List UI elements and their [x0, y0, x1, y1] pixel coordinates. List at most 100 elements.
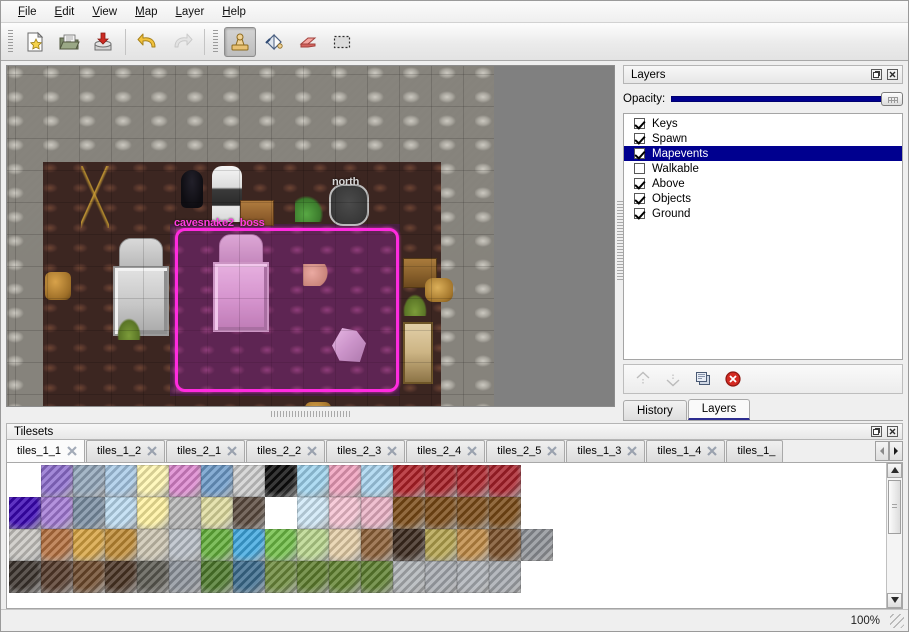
- menu-map[interactable]: Map: [135, 5, 158, 18]
- layer-row-keys[interactable]: Keys: [624, 116, 902, 131]
- palette-tile[interactable]: [521, 528, 553, 561]
- tab-close-icon[interactable]: [306, 446, 317, 457]
- palette-tile[interactable]: [137, 560, 169, 593]
- palette-tile[interactable]: [9, 560, 41, 593]
- layer-visibility-checkbox[interactable]: [634, 193, 645, 204]
- palette-tile[interactable]: [521, 560, 553, 593]
- palette-tile[interactable]: [9, 528, 41, 561]
- palette-tile[interactable]: [105, 496, 137, 529]
- layer-visibility-checkbox[interactable]: [634, 118, 645, 129]
- map-canvas[interactable]: north cavesnake2_boss: [7, 66, 494, 406]
- tile-palette-grid[interactable]: [7, 463, 886, 608]
- layer-visibility-checkbox[interactable]: [634, 178, 645, 189]
- palette-tile[interactable]: [73, 528, 105, 561]
- palette-tile[interactable]: [425, 528, 457, 561]
- horizontal-splitter[interactable]: [6, 408, 615, 420]
- palette-tile[interactable]: [329, 528, 361, 561]
- palette-tile[interactable]: [265, 560, 297, 593]
- palette-tile[interactable]: [169, 560, 201, 593]
- palette-tile[interactable]: [425, 592, 457, 608]
- palette-tile[interactable]: [9, 496, 41, 529]
- palette-tile[interactable]: [521, 496, 553, 529]
- tabs-scroll-right-button[interactable]: [889, 440, 903, 461]
- tab-close-icon[interactable]: [546, 446, 557, 457]
- layer-visibility-checkbox[interactable]: [634, 163, 645, 174]
- scroll-down-button[interactable]: [887, 592, 902, 608]
- tileset-tab-tiles_1_4[interactable]: tiles_1_4: [646, 440, 726, 462]
- palette-tile[interactable]: [329, 464, 361, 497]
- new-map-button[interactable]: [19, 27, 51, 57]
- palette-tile[interactable]: [393, 560, 425, 593]
- palette-tile[interactable]: [201, 496, 233, 529]
- tab-close-icon[interactable]: [626, 446, 637, 457]
- palette-tile[interactable]: [489, 464, 521, 497]
- palette-tile[interactable]: [393, 528, 425, 561]
- palette-tile[interactable]: [41, 560, 73, 593]
- scroll-up-button[interactable]: [887, 462, 902, 478]
- palette-tile[interactable]: [233, 592, 265, 608]
- tab-close-icon[interactable]: [66, 445, 77, 456]
- float-tilesets-button[interactable]: [869, 425, 883, 439]
- palette-tile[interactable]: [73, 592, 105, 608]
- palette-tile[interactable]: [361, 464, 393, 497]
- palette-tile[interactable]: [137, 528, 169, 561]
- tab-close-icon[interactable]: [226, 446, 237, 457]
- palette-tile[interactable]: [265, 528, 297, 561]
- tab-close-icon[interactable]: [706, 446, 717, 457]
- tileset-tab-tiles_2_1[interactable]: tiles_2_1: [166, 440, 246, 462]
- tileset-tab-tiles_1_5[interactable]: tiles_1_: [726, 440, 784, 462]
- palette-tile[interactable]: [489, 592, 521, 608]
- palette-tile[interactable]: [41, 592, 73, 608]
- save-map-button[interactable]: [87, 27, 119, 57]
- palette-tile[interactable]: [201, 592, 233, 608]
- move-layer-up-button[interactable]: [632, 368, 654, 390]
- palette-tile[interactable]: [393, 592, 425, 608]
- palette-tile[interactable]: [169, 592, 201, 608]
- scroll-track[interactable]: [887, 477, 902, 593]
- tab-close-icon[interactable]: [386, 446, 397, 457]
- palette-tile[interactable]: [105, 560, 137, 593]
- move-layer-down-button[interactable]: [662, 368, 684, 390]
- palette-tile[interactable]: [425, 496, 457, 529]
- scroll-thumb[interactable]: [888, 479, 901, 534]
- palette-tile[interactable]: [393, 464, 425, 497]
- duplicate-layer-button[interactable]: [692, 368, 714, 390]
- palette-tile[interactable]: [265, 592, 297, 608]
- palette-tile[interactable]: [521, 592, 553, 608]
- layer-list[interactable]: Keys Spawn Mapevents Walkable Above: [623, 113, 903, 360]
- palette-tile[interactable]: [521, 464, 553, 497]
- palette-tile[interactable]: [169, 528, 201, 561]
- palette-tile[interactable]: [105, 592, 137, 608]
- tileset-tab-tiles_2_4[interactable]: tiles_2_4: [406, 440, 486, 462]
- delete-layer-button[interactable]: [722, 368, 744, 390]
- palette-tile[interactable]: [361, 592, 393, 608]
- stamp-brush-tool-button[interactable]: [224, 26, 256, 57]
- menu-view[interactable]: View: [92, 5, 118, 18]
- menu-file[interactable]: File: [18, 5, 37, 18]
- toolbar-grip-tools[interactable]: [212, 29, 219, 54]
- map-canvas-viewport[interactable]: north cavesnake2_boss: [6, 65, 615, 407]
- window-resize-grip[interactable]: [890, 613, 904, 628]
- palette-tile[interactable]: [489, 496, 521, 529]
- palette-tile[interactable]: [233, 560, 265, 593]
- palette-tile[interactable]: [393, 496, 425, 529]
- menu-edit[interactable]: Edit: [54, 5, 75, 18]
- close-dock-button[interactable]: [885, 68, 899, 82]
- rectangular-select-tool-button[interactable]: [326, 27, 358, 57]
- fill-bucket-tool-button[interactable]: [258, 27, 290, 57]
- palette-tile[interactable]: [489, 560, 521, 593]
- layer-row-objects[interactable]: Objects: [624, 191, 902, 206]
- palette-tile[interactable]: [329, 496, 361, 529]
- palette-tile[interactable]: [233, 496, 265, 529]
- layer-row-walkable[interactable]: Walkable: [624, 161, 902, 176]
- palette-tile[interactable]: [201, 528, 233, 561]
- palette-tile[interactable]: [105, 464, 137, 497]
- vertical-splitter[interactable]: [617, 61, 623, 421]
- palette-tile[interactable]: [9, 592, 41, 608]
- tab-close-icon[interactable]: [146, 446, 157, 457]
- palette-tile[interactable]: [457, 592, 489, 608]
- palette-tile[interactable]: [233, 464, 265, 497]
- layer-row-above[interactable]: Above: [624, 176, 902, 191]
- opacity-slider-handle[interactable]: [881, 92, 903, 106]
- layer-row-spawn[interactable]: Spawn: [624, 131, 902, 146]
